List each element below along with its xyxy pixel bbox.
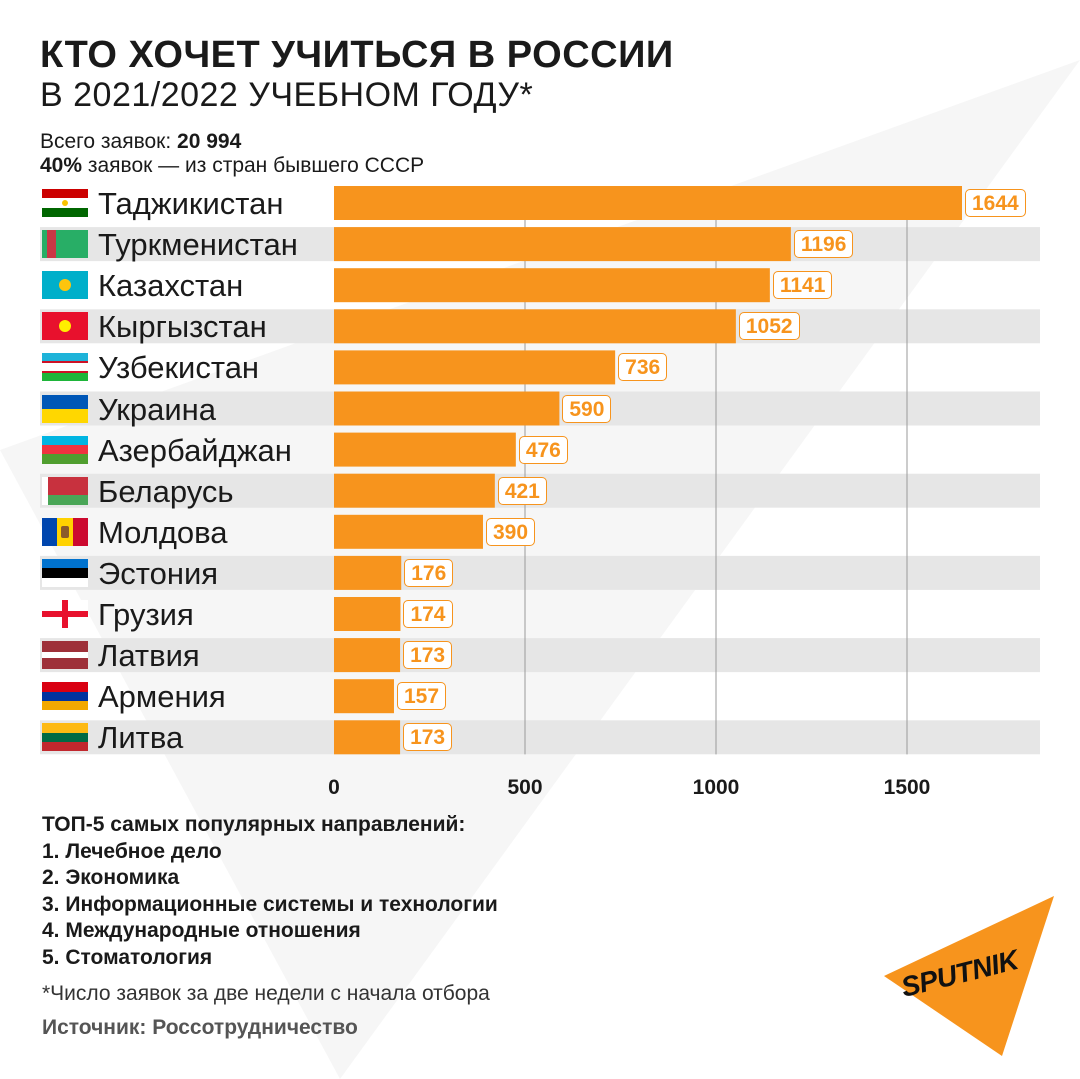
bar	[334, 227, 791, 262]
value-label: 157	[396, 682, 447, 711]
total-applications: Всего заявок: 20 994	[40, 130, 241, 154]
bar	[334, 597, 401, 631]
moldova-flag	[42, 517, 88, 546]
estonia-flag	[42, 558, 88, 587]
x-tick-label: 1000	[692, 776, 740, 799]
x-tick-label: 500	[507, 776, 543, 799]
country-label: Казахстан	[98, 268, 244, 304]
bar	[334, 555, 402, 590]
country-label: Латвия	[98, 638, 200, 674]
bar	[334, 350, 616, 385]
country-label: Беларусь	[98, 473, 234, 509]
row-stripe	[40, 638, 1040, 673]
latvia-flag	[42, 641, 88, 670]
notes-item: 1. Лечебное дело	[42, 839, 222, 863]
bar	[334, 391, 560, 426]
lithuania-flag	[42, 723, 88, 752]
country-label: Туркменистан	[98, 227, 298, 263]
row-stripe	[40, 555, 1040, 590]
bar	[334, 720, 401, 755]
value-label: 390	[485, 517, 536, 546]
country-label: Эстония	[98, 555, 219, 591]
country-label: Кыргызстан	[98, 309, 267, 345]
value-label: 1196	[793, 230, 854, 259]
bar	[334, 638, 401, 673]
ukraine-flag	[42, 394, 88, 423]
value-label: 176	[404, 558, 454, 587]
page-subtitle: В 2021/2022 УЧЕБНОМ ГОДУ*	[40, 76, 534, 114]
x-tick-label: 0	[328, 776, 340, 799]
ussr-share: 40% заявок — из стран бывшего СССР	[40, 154, 424, 178]
value-label: 1052	[738, 312, 800, 341]
value-label: 173	[403, 723, 453, 752]
bar	[334, 268, 770, 303]
country-label: Молдова	[98, 514, 228, 550]
bar	[334, 309, 736, 344]
kazakhstan-flag	[42, 271, 88, 300]
belarus-flag	[42, 476, 88, 505]
country-label: Литва	[98, 720, 184, 756]
notes-title: ТОП-5 самых популярных направлений:	[42, 813, 466, 836]
uzbekistan-flag	[42, 353, 88, 382]
notes-item: 3. Информационные системы и технологии	[42, 892, 498, 916]
bar	[334, 679, 394, 714]
footnote: *Число заявок за две недели с начала отб…	[42, 982, 490, 1005]
share-label: заявок — из стран бывшего СССР	[82, 154, 425, 177]
value-label: 173	[403, 641, 453, 670]
country-label: Таджикистан	[98, 186, 284, 221]
country-label: Армения	[98, 679, 226, 715]
turkmenistan-flag	[42, 230, 88, 259]
source: Источник: Россотрудничество	[42, 1016, 358, 1039]
bar	[334, 514, 483, 549]
notes-item: 2. Экономика	[42, 866, 180, 889]
value-label: 476	[518, 435, 568, 464]
share-value: 40%	[40, 154, 83, 177]
value-label: 174	[403, 600, 453, 628]
page-title: КТО ХОЧЕТ УЧИТЬСЯ В РОССИИ	[40, 34, 674, 76]
value-label: 1141	[772, 271, 833, 300]
value-label: 421	[497, 476, 547, 505]
bar	[334, 432, 516, 467]
sputnik-logo-icon	[884, 896, 1054, 1056]
bar	[334, 473, 495, 508]
top5-directions: ТОП-5 самых популярных направлений: 1. Л…	[42, 812, 498, 971]
value-label: 590	[562, 394, 612, 423]
total-value: 20 994	[177, 130, 242, 153]
x-tick-label: 1500	[883, 776, 931, 799]
notes-item: 4. Международные отношения	[42, 919, 361, 942]
tajikistan-flag	[42, 189, 88, 217]
kyrgyzstan-flag	[42, 312, 88, 341]
value-label: 736	[618, 353, 668, 382]
azerbaijan-flag	[42, 435, 88, 464]
country-label: Грузия	[98, 597, 194, 632]
country-label: Узбекистан	[98, 350, 260, 386]
notes-item: 5. Стоматология	[42, 945, 213, 969]
row-stripe	[40, 720, 1040, 755]
value-label: 1644	[965, 189, 1026, 217]
armenia-flag	[42, 682, 88, 711]
total-label: Всего заявок:	[40, 130, 178, 153]
georgia-flag	[42, 600, 88, 628]
country-label: Украина	[98, 391, 217, 427]
country-label: Азербайджан	[98, 432, 292, 468]
bar	[334, 186, 963, 220]
